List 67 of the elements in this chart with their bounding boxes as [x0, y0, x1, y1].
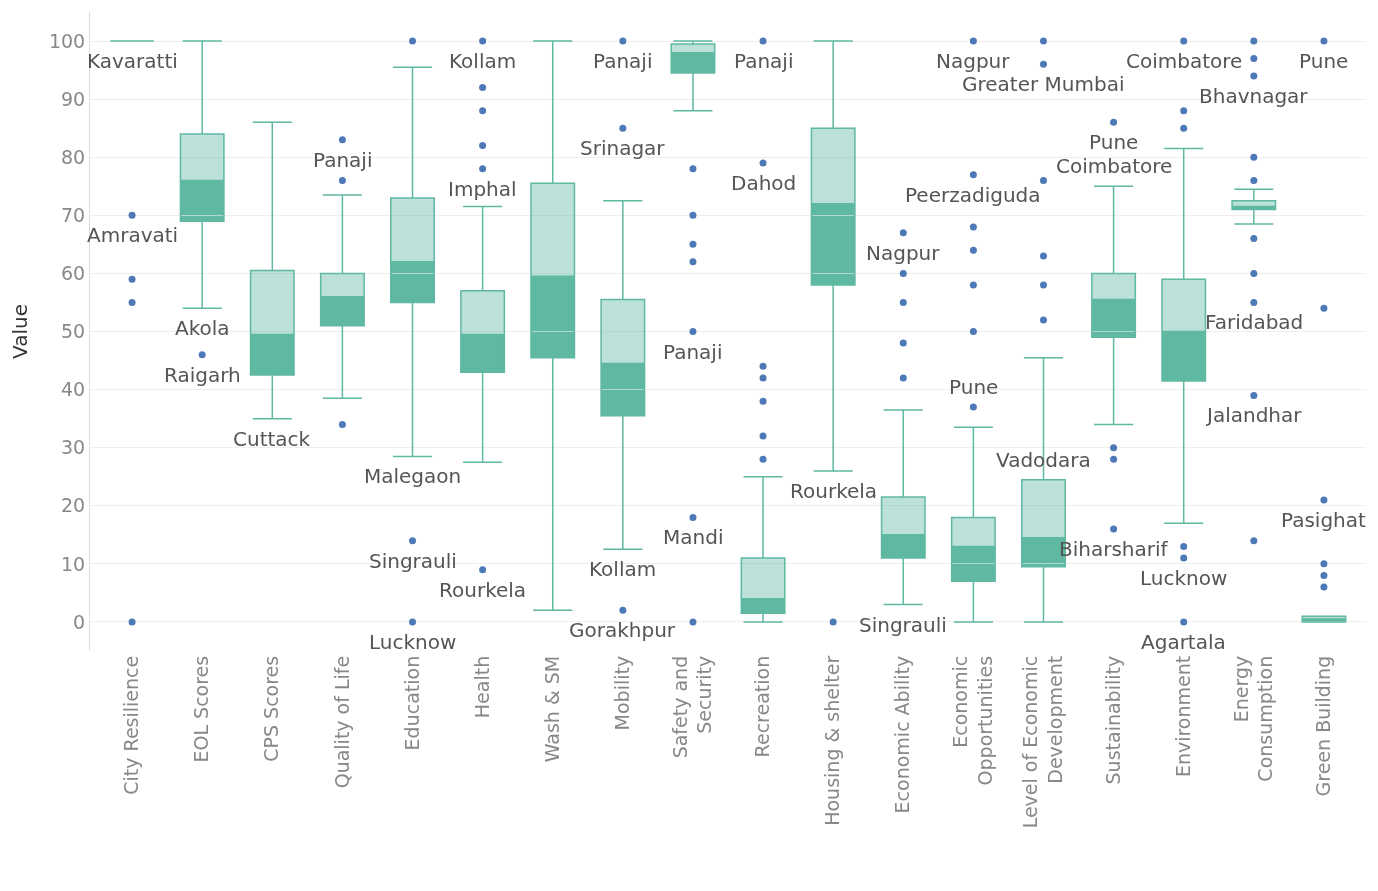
- annotation: Kollam: [589, 557, 657, 581]
- x-tick-label: Sustainability: [1101, 655, 1124, 785]
- annotation: Dahod: [731, 171, 797, 195]
- annotation: Singrauli: [369, 549, 457, 573]
- x-tick-label: Economic Opportunities: [949, 655, 996, 786]
- x-tick-label: Wash & SM: [540, 655, 563, 763]
- annotation: Panaji: [734, 49, 794, 73]
- x-tick-label: Quality of Life: [330, 655, 353, 789]
- annotation: Malegaon: [364, 464, 462, 488]
- annotation: Kavaratti: [87, 49, 178, 73]
- x-tick-label: EOL Scores: [190, 655, 213, 763]
- annotation: Agartala: [1141, 630, 1226, 654]
- annotation: Cuttack: [233, 427, 311, 451]
- y-tick-label: 50: [61, 320, 86, 343]
- x-tick-label: CPS Scores: [260, 655, 283, 762]
- y-tick-label: 40: [61, 378, 86, 401]
- annotation: Pune: [1089, 130, 1139, 154]
- annotation: Jalandhar: [1205, 403, 1303, 427]
- annotation: Peerzadiguda: [905, 183, 1041, 207]
- x-tick-label: Education: [400, 655, 423, 751]
- x-tick-label: Recreation: [751, 655, 774, 758]
- y-axis-title: Value: [8, 304, 33, 359]
- annotation: Panaji: [663, 340, 723, 364]
- y-tick-label: 10: [61, 552, 86, 575]
- y-tick-label: 80: [61, 145, 86, 168]
- y-tick-label: 0: [73, 610, 86, 633]
- x-tick-label: Mobility: [611, 655, 634, 731]
- y-tick-label: 60: [61, 262, 86, 285]
- annotation: Singrauli: [859, 613, 947, 637]
- annotation: Coimbatore: [1056, 154, 1173, 178]
- annotation: Lucknow: [1140, 566, 1228, 590]
- y-tick-label: 100: [48, 29, 86, 52]
- annotation: Greater Mumbai: [962, 72, 1125, 96]
- annotation: Imphal: [448, 177, 517, 201]
- y-tick-label: 20: [61, 494, 86, 517]
- x-tick-label: Energy Consumption: [1229, 655, 1277, 782]
- annotation: Faridabad: [1205, 310, 1304, 334]
- annotation: Rourkela: [790, 479, 878, 503]
- annotation: Mandi: [663, 525, 724, 549]
- annotation: Coimbatore: [1126, 49, 1243, 73]
- annotation: Amravati: [87, 223, 179, 247]
- x-tick-label: Economic Ability: [891, 655, 914, 814]
- annotation: Rourkela: [439, 578, 527, 602]
- x-tick-label: Green Building: [1312, 655, 1335, 797]
- x-tick-label: Environment: [1171, 655, 1194, 778]
- x-tick-label: Health: [470, 655, 493, 719]
- x-tick-label: Level of Economic Development: [1019, 655, 1067, 829]
- annotation: Kollam: [449, 49, 517, 73]
- x-tick-label: City Resilience: [120, 655, 143, 795]
- annotation: Pasighat: [1281, 508, 1367, 532]
- annotation: Pune: [949, 375, 999, 399]
- annotation: Bhavnagar: [1199, 84, 1309, 108]
- annotation: Lucknow: [369, 630, 457, 654]
- annotation: Nagpur: [866, 241, 941, 265]
- x-tick-label: Housing & shelter: [821, 655, 844, 826]
- annotation: Srinagar: [580, 136, 666, 160]
- annotation: Raigarh: [164, 363, 241, 387]
- annotation: Pune: [1299, 49, 1349, 73]
- annotation: Akola: [175, 316, 230, 340]
- x-tick-label: Safety and Security: [668, 655, 716, 759]
- annotation: Gorakhpur: [569, 618, 676, 642]
- annotation: Nagpur: [936, 49, 1011, 73]
- annotation: Panaji: [313, 148, 373, 172]
- y-tick-label: 90: [61, 87, 86, 110]
- y-tick-label: 70: [61, 203, 86, 226]
- y-tick-label: 30: [61, 436, 86, 459]
- annotation: Panaji: [593, 49, 653, 73]
